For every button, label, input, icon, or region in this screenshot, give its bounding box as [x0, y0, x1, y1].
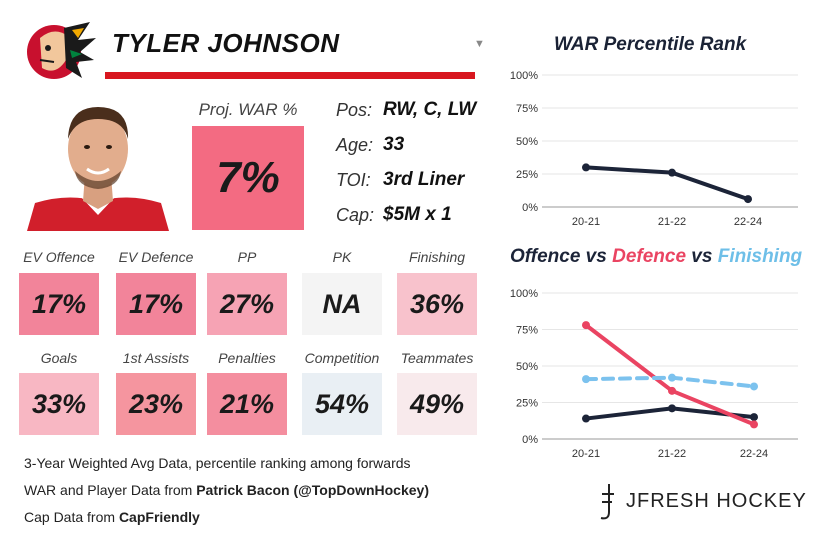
ovd-title-vs2: vs: [686, 246, 718, 267]
data-point-defence: [750, 420, 758, 429]
ovd-title-finishing: Finishing: [717, 246, 803, 267]
age-value: 33: [383, 134, 405, 155]
data-point-finishing: [582, 375, 590, 384]
data-point-war: [668, 168, 676, 177]
war-chart-title: WAR Percentile Rank: [554, 34, 747, 55]
war-percentile-chart: 0% 25% 50% 75% 100% 20-21 21-22 22-24: [510, 70, 798, 228]
proj-war-value: 7%: [192, 126, 304, 230]
offence-defence-finishing-chart: 0% 25% 50% 75% 100% 20-21 21-22 22-24: [510, 288, 798, 460]
player-name: TYLER JOHNSON: [112, 28, 340, 58]
metric-label-goals: Goals: [40, 350, 78, 366]
x-tick-label: 22-24: [734, 216, 762, 228]
data-point-finishing: [750, 382, 758, 391]
footer-source: WAR and Player Data from Patrick Bacon (…: [24, 482, 429, 498]
x-tick-label: 20-21: [572, 448, 600, 460]
metric-tile-teammates: 49%: [397, 373, 477, 435]
metric-label-pk: PK: [332, 249, 352, 265]
brand-name: JFRESH HOCKEY: [626, 490, 807, 512]
name-underline: [105, 72, 475, 79]
data-point-offence: [668, 404, 676, 413]
metric-label-penalties: Penalties: [218, 350, 276, 366]
metric-tile-penalties: 21%: [207, 373, 287, 435]
metric-label-pp: PP: [237, 249, 257, 265]
data-point-offence: [750, 413, 758, 422]
series-line-war: [584, 165, 750, 202]
y-tick-label: 0%: [522, 202, 538, 214]
data-point-defence: [668, 386, 676, 395]
toi-value: 3rd Liner: [383, 169, 465, 190]
footer-cap-source: Cap Data from CapFriendly: [24, 509, 200, 525]
metric-tile-competition: 54%: [302, 373, 382, 435]
metric-label-first-assists: 1st Assists: [122, 350, 190, 366]
cap-label: Cap:: [336, 205, 375, 225]
y-tick-label: 50%: [516, 136, 538, 148]
footer-note: 3-Year Weighted Avg Data, percentile ran…: [24, 455, 411, 471]
y-tick-label: 100%: [510, 70, 538, 82]
ovd-title-offence: Offence: [510, 246, 581, 267]
y-tick-label: 100%: [510, 288, 538, 300]
metric-label-ev-offence: EV Offence: [23, 249, 95, 265]
footer-source-text: WAR and Player Data from: [24, 482, 197, 498]
x-tick-label: 20-21: [572, 216, 600, 228]
team-logo: [27, 22, 96, 79]
metric-label-finishing: Finishing: [408, 249, 466, 265]
position-value: RW, C, LW: [383, 99, 477, 120]
proj-war-label: Proj. WAR %: [198, 100, 298, 119]
y-tick-label: 75%: [516, 103, 538, 115]
y-tick-label: 25%: [516, 169, 538, 181]
ovd-chart-title: Offence vs Defence vs Finishing: [510, 246, 802, 268]
metric-tile-ev-offence: 17%: [19, 273, 99, 335]
metric-tile-finishing: 36%: [397, 273, 477, 335]
cap-value: $5M x 1: [383, 204, 452, 225]
footer-cap-text: Cap Data from: [24, 509, 119, 525]
x-tick-label: 21-22: [658, 216, 686, 228]
ovd-title-vs1: vs: [580, 246, 613, 267]
metric-label-teammates: Teammates: [400, 350, 474, 366]
metric-tile-pk: NA: [302, 273, 382, 335]
data-point-defence: [582, 321, 590, 330]
footer-cap-credit: CapFriendly: [118, 509, 200, 525]
brand-logo-icon: [600, 484, 614, 520]
data-point-war: [582, 163, 590, 172]
x-tick-label: 22-24: [740, 448, 768, 460]
footer-source-credit: Patrick Bacon (@TopDownHockey): [196, 482, 429, 498]
toi-label: TOI:: [336, 170, 371, 190]
ovd-title-defence: Defence: [612, 246, 687, 267]
metric-tile-first-assists: 23%: [116, 373, 196, 435]
metric-label-competition: Competition: [304, 350, 380, 366]
metric-tile-pp: 27%: [207, 273, 287, 335]
y-tick-label: 75%: [516, 325, 538, 337]
metric-tile-goals: 33%: [19, 373, 99, 435]
data-point-war: [744, 195, 752, 204]
player-select-dropdown[interactable]: ▼: [474, 38, 485, 50]
metric-tile-ev-defence: 17%: [116, 273, 196, 335]
player-photo: [27, 97, 169, 231]
y-tick-label: 25%: [516, 398, 538, 410]
data-point-offence: [582, 414, 590, 423]
age-label: Age:: [336, 135, 374, 155]
data-point-finishing: [668, 373, 676, 382]
x-tick-label: 21-22: [658, 448, 686, 460]
y-tick-label: 0%: [522, 434, 538, 446]
metric-label-ev-defence: EV Defence: [118, 249, 194, 265]
position-label: Pos:: [336, 100, 373, 120]
y-tick-label: 50%: [516, 361, 538, 373]
